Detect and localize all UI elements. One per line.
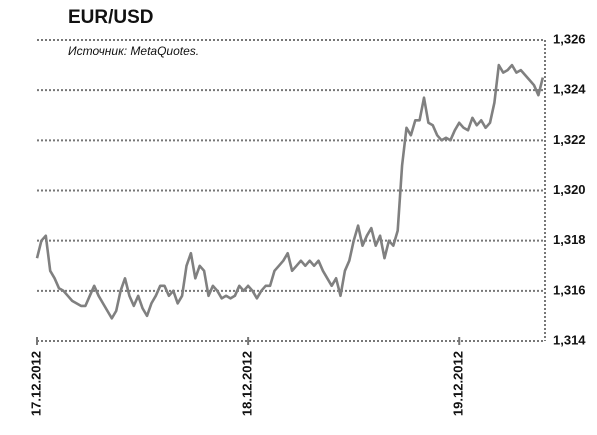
y-tick-label: 1,324 [553, 82, 586, 97]
series-line [35, 63, 545, 320]
y-tick-label: 1,318 [553, 232, 586, 247]
y-tick-label: 1,316 [553, 282, 586, 297]
y-tick-label: 1,322 [553, 132, 586, 147]
x-tick-label: 18.12.2012 [240, 351, 255, 416]
x-tick-label: 19.12.2012 [451, 351, 466, 416]
chart-subtitle: Источник: MetaQuotes. [68, 44, 199, 58]
chart-title: EUR/USD [68, 7, 154, 28]
x-tick-label: 17.12.2012 [28, 351, 43, 416]
y-tick-label: 1,326 [553, 31, 586, 46]
y-tick-label: 1,314 [553, 332, 586, 347]
y-tick-label: 1,320 [553, 182, 586, 197]
